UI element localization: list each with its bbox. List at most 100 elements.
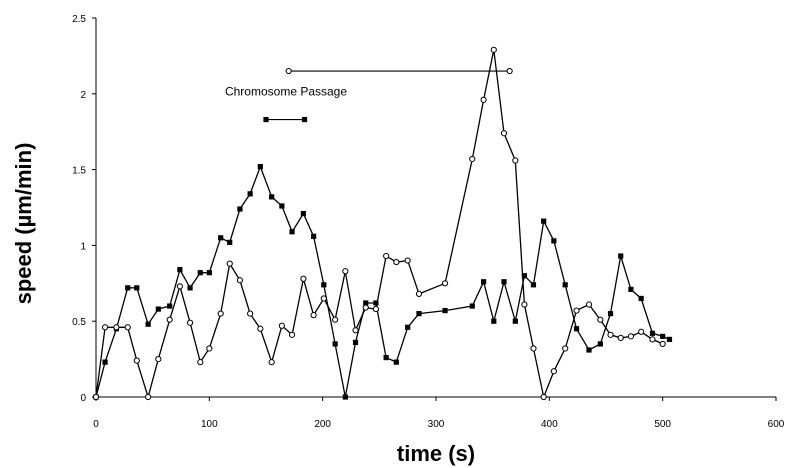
data-point	[342, 268, 349, 275]
data-point	[607, 311, 614, 317]
data-point	[362, 304, 369, 311]
data-point	[416, 311, 422, 317]
data-point	[133, 357, 140, 364]
y-tick-label: 0.5	[72, 317, 86, 328]
data-point	[501, 279, 507, 285]
data-point	[186, 319, 194, 326]
data-point	[617, 334, 624, 341]
data-point	[393, 359, 399, 365]
data-point	[268, 359, 275, 366]
x-tick-label: 300	[428, 419, 445, 430]
data-point	[373, 300, 379, 306]
data-point	[469, 303, 475, 309]
series-group	[92, 46, 673, 401]
series-line	[95, 49, 663, 400]
data-point	[573, 326, 580, 332]
data-point	[530, 345, 537, 352]
data-point	[491, 318, 497, 324]
data-point	[125, 285, 131, 291]
data-point	[607, 331, 614, 338]
data-point	[649, 336, 656, 343]
data-point	[628, 286, 634, 292]
data-point	[278, 322, 285, 329]
y-tick-label: 1	[80, 241, 86, 252]
data-point	[247, 310, 254, 317]
data-point	[289, 229, 295, 235]
data-point	[279, 203, 285, 209]
data-point	[363, 300, 369, 306]
x-tick-label: 200	[314, 419, 331, 430]
data-point	[321, 282, 327, 288]
data-point	[226, 260, 233, 267]
data-point	[236, 277, 244, 284]
data-point	[247, 191, 253, 197]
data-point	[405, 324, 411, 330]
annotations: Chromosome Passage	[225, 67, 513, 123]
data-point	[597, 316, 604, 323]
annotation-label: Chromosome Passage	[225, 85, 347, 99]
annotation-endpoint	[506, 67, 513, 75]
x-tick-label: 100	[201, 419, 218, 430]
data-point	[113, 324, 120, 331]
data-point	[585, 301, 593, 308]
data-point	[383, 354, 389, 361]
data-point	[442, 307, 448, 314]
data-point	[649, 330, 656, 336]
data-point	[332, 341, 338, 347]
data-point	[257, 325, 264, 332]
data-point	[124, 324, 131, 331]
data-point	[288, 331, 296, 338]
data-point	[586, 347, 592, 353]
annotation-bar-1	[285, 67, 513, 75]
data-point	[659, 340, 666, 348]
data-point	[480, 96, 487, 103]
data-point	[597, 341, 603, 347]
data-point	[206, 345, 213, 352]
data-point	[638, 295, 644, 302]
annotation-endpoint	[301, 116, 308, 123]
data-point	[217, 310, 224, 317]
data-point	[187, 285, 193, 291]
data-point	[469, 155, 476, 163]
data-point	[206, 270, 212, 276]
data-point	[145, 393, 152, 401]
data-point	[541, 218, 547, 224]
data-point	[342, 394, 348, 400]
series-line	[95, 164, 670, 398]
data-point	[145, 321, 151, 327]
data-point	[300, 275, 307, 282]
data-point	[332, 316, 339, 323]
data-point	[269, 194, 275, 200]
data-point	[311, 233, 317, 239]
x-tick-label: 400	[541, 419, 558, 430]
data-point	[500, 130, 508, 137]
data-point	[134, 285, 140, 291]
data-point	[257, 163, 263, 170]
annotation-bar-2: Chromosome Passage	[225, 85, 347, 123]
data-point	[197, 359, 204, 366]
data-point	[155, 356, 162, 363]
data-point	[166, 316, 173, 323]
y-tick-label: 2.5	[72, 14, 86, 25]
data-point	[237, 206, 243, 212]
data-point	[550, 368, 557, 375]
data-point	[573, 307, 580, 314]
data-point	[540, 393, 547, 401]
axes: 0 100 200 300 400 500 600 0 0.5 1 1.5 2 2.5	[72, 14, 785, 430]
data-point	[512, 318, 518, 324]
data-point	[415, 290, 423, 298]
data-point	[404, 257, 411, 264]
data-point	[521, 301, 528, 308]
data-point	[441, 280, 449, 287]
data-point	[627, 333, 635, 340]
data-point	[490, 46, 497, 53]
data-point	[102, 359, 108, 365]
data-point	[393, 258, 400, 266]
annotation-endpoint	[285, 67, 292, 75]
data-point	[176, 283, 183, 290]
x-axis-title: time (s)	[397, 441, 475, 466]
data-point	[512, 157, 519, 164]
series-2	[92, 46, 666, 401]
data-point	[521, 273, 527, 279]
